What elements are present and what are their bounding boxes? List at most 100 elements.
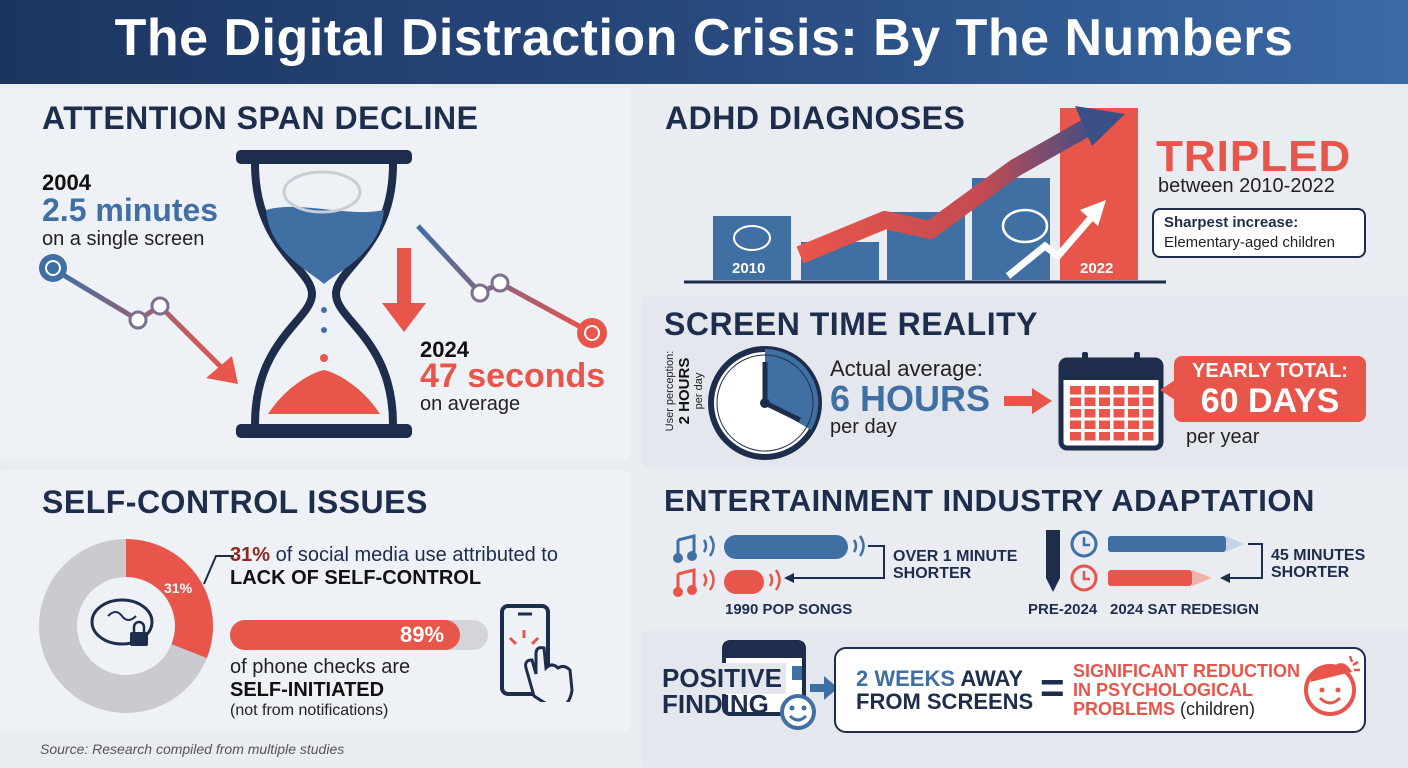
songs-graphic	[673, 534, 885, 597]
calendar-day-cell	[1084, 420, 1096, 429]
sat-graphic	[1046, 530, 1263, 592]
brain-lock-icon	[90, 598, 154, 646]
calendar-day-cell	[1128, 397, 1139, 406]
actual-unit: per day	[830, 416, 897, 438]
yearly-total-box: YEARLY TOTAL: 60 DAYS	[1174, 356, 1366, 422]
sat-label-pre: PRE-2024	[1028, 601, 1098, 618]
weeks-num: 2 WEEKS	[856, 666, 956, 691]
calendar-day-cell	[1142, 432, 1154, 441]
songs-change-2: SHORTER	[893, 565, 972, 582]
bar-label-2010: 2010	[732, 260, 766, 277]
header-banner: The Digital Distraction Crisis: By The N…	[0, 0, 1408, 84]
screen-time-heading: SCREEN TIME REALITY	[664, 306, 1038, 342]
desc-2024: on average	[420, 393, 521, 415]
social-media-pct: 31%	[230, 544, 271, 566]
result-3: PROBLEMS	[1073, 699, 1176, 719]
music-note-icon-blue	[673, 534, 697, 563]
value-2004: 2.5 minutes	[42, 192, 219, 228]
perception-label: User perception:	[664, 350, 676, 432]
calendar-day-cell	[1084, 386, 1096, 395]
adhd-bar-chart	[684, 106, 1166, 284]
calendar-day-cell	[1113, 420, 1125, 429]
social-media-stat: 31% of social media use attributed to	[230, 544, 558, 567]
yearly-box-pointer	[1160, 378, 1178, 402]
yearly-label: YEARLY TOTAL:	[1192, 360, 1348, 382]
phone-tap-icon	[500, 604, 574, 702]
calendar-day-cell	[1084, 397, 1096, 406]
clock-icon	[708, 346, 822, 460]
calendar-day-cell	[1128, 432, 1139, 441]
sat-change-1: 45 MINUTES	[1271, 547, 1366, 564]
positive-label-1: POSITIVE	[662, 663, 786, 694]
calendar-day-cell	[1099, 420, 1110, 429]
calendar-day-cell	[1113, 397, 1125, 406]
brain-icon-2022	[1001, 208, 1049, 244]
phone-check-bar-track	[230, 620, 488, 650]
calendar-day-cell	[1113, 409, 1125, 418]
calendar-day-cell	[1099, 386, 1110, 395]
phone-check-text: of phone checks are	[230, 656, 411, 678]
page-title: The Digital Distraction Crisis: By The N…	[114, 9, 1294, 67]
result-note: (children)	[1180, 699, 1256, 719]
adhd-period: between 2010-2022	[1158, 175, 1335, 197]
calendar-day-cell	[1128, 409, 1139, 418]
songs-label: 1990 POP SONGS	[725, 601, 853, 618]
calendar-day-cell	[1070, 386, 1081, 395]
actual-label: Actual average:	[830, 356, 983, 381]
calendar-icon	[1058, 352, 1164, 451]
weeks-line-1: 2 WEEKS AWAY	[856, 666, 1023, 692]
sat-label-new: 2024 SAT REDESIGN	[1110, 601, 1259, 618]
positive-arrow	[810, 676, 838, 700]
calendar-day-cell	[1070, 409, 1081, 418]
self-initiated-caps: SELF-INITIATED	[230, 679, 385, 701]
calendar-day-cell	[1128, 386, 1139, 395]
calendar-day-cell	[1070, 420, 1081, 429]
clock-icon-blue	[1070, 530, 1098, 558]
attention-heading: ATTENTION SPAN DECLINE	[42, 100, 479, 136]
notification-note: (not from notifications)	[230, 702, 389, 719]
happy-child-icon	[1304, 655, 1360, 716]
positive-label-2: FINDING	[662, 689, 769, 719]
perception-block: User perception: 2 HOURS per day	[664, 336, 705, 446]
calendar-day-cell	[1099, 397, 1110, 406]
calendar-day-cell	[1142, 397, 1154, 406]
yearly-value: 60 DAYS	[1200, 382, 1340, 420]
actual-value: 6 HOURS	[830, 378, 991, 419]
phone-check-pct: 89%	[400, 622, 445, 647]
weeks-line-2: FROM SCREENS	[856, 689, 1034, 714]
finding-box	[834, 647, 1366, 733]
source-note: Source: Research compiled from multiple …	[40, 741, 345, 757]
calendar-day-cell	[1142, 409, 1154, 418]
result-1: SIGNIFICANT REDUCTION	[1073, 661, 1300, 681]
callout-connector	[203, 555, 234, 585]
phone-check-bar-fill	[230, 620, 460, 650]
donut-label: 31%	[164, 580, 193, 596]
music-note-icon-red	[673, 568, 697, 597]
calendar-day-cell	[1142, 420, 1154, 429]
attention-graphic	[39, 150, 607, 438]
calendar-grid	[1070, 386, 1154, 441]
calendar-day-cell	[1084, 409, 1096, 418]
callout-title: Sharpest increase:	[1164, 214, 1299, 231]
desc-2004: on a single screen	[42, 228, 205, 250]
adhd-heading: ADHD DIAGNOSES	[665, 100, 966, 136]
year-2004: 2004	[42, 170, 91, 195]
calendar-day-cell	[1070, 397, 1081, 406]
tripled-headline: TRIPLED	[1156, 132, 1352, 181]
calendar-day-cell	[1113, 386, 1125, 395]
pencil-icon	[1046, 530, 1060, 592]
calendar-day-cell	[1142, 386, 1154, 395]
bar-label-2022: 2022	[1080, 260, 1114, 277]
self-control-donut	[39, 539, 213, 713]
songs-change-1: OVER 1 MINUTE	[893, 548, 1018, 565]
sat-change-2: SHORTER	[1271, 564, 1350, 581]
sharpest-callout: Sharpest increase: Elementary-aged child…	[1152, 208, 1366, 258]
calendar-day-cell	[1099, 409, 1110, 418]
callout-text: Elementary-aged children	[1164, 234, 1335, 251]
clock-icon-red	[1070, 564, 1098, 592]
weeks-away: AWAY	[960, 666, 1024, 691]
calendar-day-cell	[1070, 432, 1081, 441]
value-2024: 47 seconds	[420, 357, 606, 395]
result-2: IN PSYCHOLOGICAL	[1073, 680, 1254, 700]
result-line-3: PROBLEMS (children)	[1073, 699, 1255, 720]
